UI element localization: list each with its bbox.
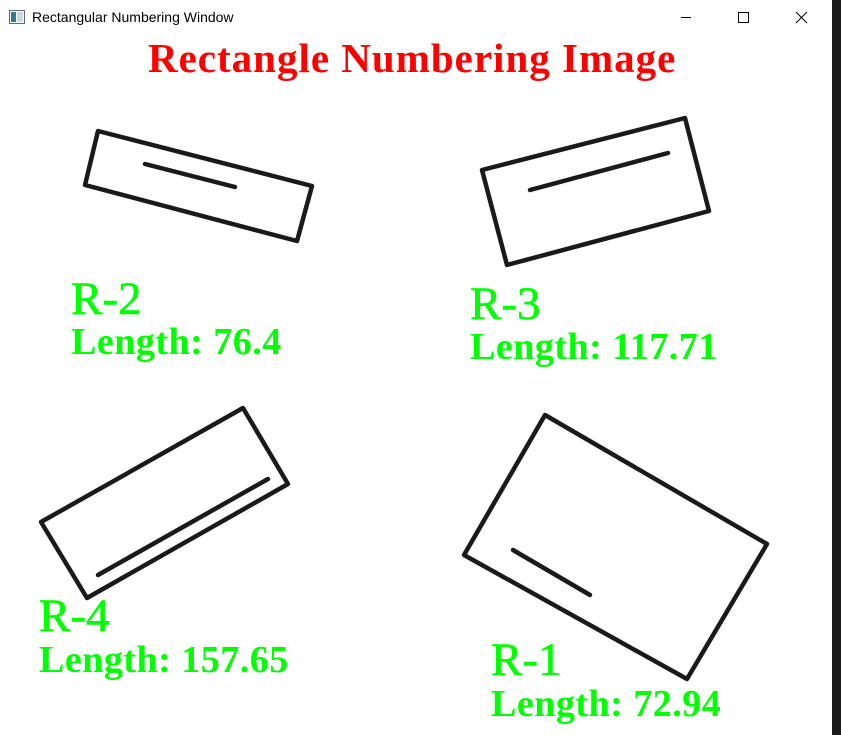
rectangle-r1 [461, 412, 770, 682]
maximize-button[interactable] [715, 0, 773, 35]
rectangle-r1-id: R-1 [491, 634, 562, 686]
rectangle-r1-length: Length: 72.94 [491, 683, 722, 725]
title-bar[interactable]: Rectangular Numbering Window [0, 0, 832, 35]
rectangle-r4-id: R-4 [39, 590, 110, 642]
rectangle-r4-line [95, 476, 271, 578]
rectangle-r3-length: Length: 117.71 [470, 326, 718, 368]
maximize-icon [738, 12, 749, 23]
rectangle-r2-length: Length: 76.4 [71, 321, 282, 363]
image-title: Rectangle Numbering Image [148, 35, 677, 81]
rectangle-r3-line [527, 150, 671, 193]
close-icon [795, 11, 808, 24]
rectangle-r4-length: Length: 157.65 [39, 639, 289, 681]
minimize-icon [681, 17, 691, 18]
close-button[interactable] [773, 0, 831, 35]
app-icon [9, 10, 25, 24]
rectangle-r2-line [142, 161, 238, 190]
rectangle-r2-id: R-2 [71, 273, 142, 325]
rectangle-r4 [38, 405, 291, 601]
minimize-button[interactable] [657, 0, 715, 35]
image-canvas [38, 115, 770, 682]
rectangle-r3-id: R-3 [470, 278, 541, 330]
window-title: Rectangular Numbering Window [32, 9, 234, 25]
rectangle-r3 [479, 115, 712, 268]
window-edge [832, 0, 841, 735]
rectangle-r1-line [510, 547, 593, 598]
rectangle-r2 [82, 128, 315, 244]
